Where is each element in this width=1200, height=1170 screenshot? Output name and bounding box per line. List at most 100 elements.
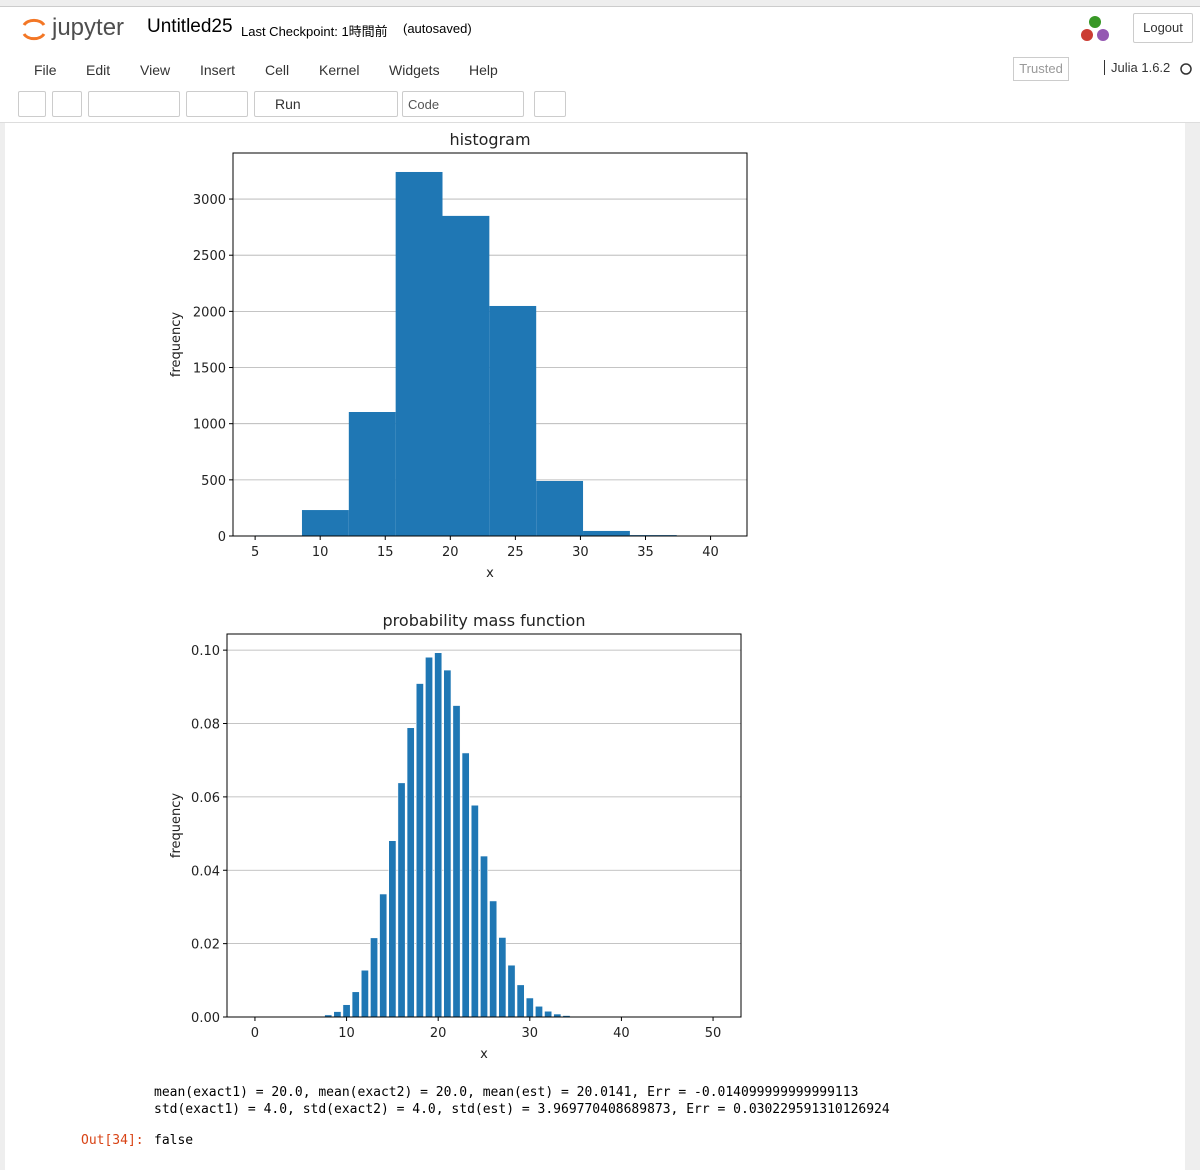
y-tick-label: 0.06 <box>191 791 220 806</box>
y-tick-label: 3000 <box>193 193 226 208</box>
x-tick-label: 20 <box>430 1026 447 1041</box>
x-tick-label: 30 <box>522 1026 539 1041</box>
x-tick-label: 20 <box>442 545 459 560</box>
bar <box>333 1011 342 1018</box>
y-tick-label: 0 <box>218 530 226 545</box>
menubar: Trusted Julia 1.6.2 File Edit View Insert Ce… <box>0 52 1200 88</box>
x-tick-label: 25 <box>507 545 524 560</box>
chart-title: histogram <box>449 130 530 149</box>
bar <box>415 683 424 1018</box>
y-tick-label: 0.00 <box>191 1011 220 1026</box>
x-tick-label: 30 <box>572 545 589 560</box>
bar <box>535 1005 543 1018</box>
bar <box>425 656 433 1018</box>
bar <box>351 991 360 1018</box>
y-tick-label: 0.08 <box>191 718 220 733</box>
bar <box>388 840 397 1018</box>
menu-item[interactable]: Edit <box>86 62 111 78</box>
chart: 0 500 1000 1500 2000 2500 3000 5 10 15 20 25 30 35 40 h… <box>169 130 748 581</box>
bar <box>348 412 396 536</box>
menu-item[interactable]: Help <box>469 62 498 78</box>
y-tick-label: 0.10 <box>191 644 220 659</box>
autosaved: (autosaved) <box>403 21 472 36</box>
keyboard-button[interactable] <box>534 91 566 117</box>
bar <box>379 893 388 1018</box>
bar <box>516 984 525 1018</box>
kernel-status <box>1180 63 1192 75</box>
cell-type-select[interactable]: Code <box>402 91 524 117</box>
x-axis-label: x <box>486 566 494 581</box>
kernel-name: Julia 1.6.2 <box>1104 60 1170 75</box>
menu-item[interactable]: File <box>34 62 57 78</box>
bar <box>544 1010 553 1018</box>
edit-buttons[interactable] <box>88 91 180 117</box>
y-tick-label: 2000 <box>193 305 226 320</box>
bar <box>507 964 516 1018</box>
x-tick-label: 35 <box>637 545 654 560</box>
y-tick-label: 0.02 <box>191 938 220 953</box>
y-axis-label: frequency <box>169 312 184 378</box>
y-tick-label: 0.04 <box>191 864 220 879</box>
x-tick-label: 40 <box>613 1026 630 1041</box>
x-tick-label: 40 <box>702 545 719 560</box>
menu-item[interactable]: Insert <box>200 62 236 78</box>
stdout-line: mean(exact1) = 20.0, mean(exact2) = 20.0… <box>154 1085 859 1100</box>
bar <box>452 705 461 1018</box>
kernel-logo <box>1081 16 1109 41</box>
move-buttons[interactable] <box>186 91 248 117</box>
bar <box>434 652 443 1018</box>
bar <box>442 215 490 536</box>
bar <box>489 900 498 1018</box>
chart: 0.00 0.02 0.04 0.06 0.08 0.10 0 10 20 30 40 50 proba… <box>169 611 742 1062</box>
y-tick-label: 2500 <box>193 249 226 264</box>
x-tick-label: 10 <box>338 1026 355 1041</box>
bar <box>370 937 379 1018</box>
out-result: false <box>154 1133 194 1148</box>
logo-icon <box>22 18 46 41</box>
y-tick-label: 500 <box>201 474 226 489</box>
axes-frame <box>232 152 748 537</box>
menu-item[interactable]: Cell <box>265 62 290 78</box>
bar <box>489 305 537 536</box>
bar <box>342 1004 351 1018</box>
run-buttons[interactable]: Run <box>254 91 398 117</box>
axes-frame <box>226 633 742 1018</box>
bar <box>406 727 415 1018</box>
bar <box>470 804 479 1018</box>
bar <box>301 510 349 536</box>
notebook: 0 500 1000 1500 2000 2500 3000 5 10 15 20 25 30 35 40 h… <box>5 123 1185 1170</box>
menu-item[interactable]: View <box>140 62 171 78</box>
menu-item[interactable]: Widgets <box>389 62 440 78</box>
notebook-name[interactable]: Untitled25 <box>147 16 233 37</box>
trusted[interactable]: Trusted <box>1013 57 1069 81</box>
bar <box>443 669 452 1018</box>
chart-title: probability mass function <box>383 611 586 630</box>
bar <box>525 997 534 1018</box>
x-tick-label: 50 <box>705 1026 722 1041</box>
bar <box>480 855 488 1018</box>
x-axis-label: x <box>480 1047 488 1062</box>
bar <box>461 752 470 1018</box>
bar <box>536 480 584 536</box>
bar <box>360 969 369 1018</box>
header: jupyter Untitled25 Last Checkpoint: 1時間前… <box>0 6 1200 53</box>
run-label[interactable]: Run <box>275 96 301 112</box>
x-tick-label: 5 <box>251 545 259 560</box>
add-button[interactable] <box>52 91 82 117</box>
y-tick-label: 1000 <box>193 418 226 433</box>
menu-item[interactable]: Kernel <box>319 62 360 78</box>
stdout-line: std(exact1) = 4.0, std(exact2) = 4.0, st… <box>154 1102 890 1117</box>
logo-text[interactable]: jupyter <box>52 14 125 41</box>
bar <box>583 530 630 536</box>
y-tick-label: 1500 <box>193 362 226 377</box>
out-prompt: Out[34]: <box>81 1133 144 1148</box>
checkpoint: Last Checkpoint: 1時間前 <box>241 24 388 39</box>
bar <box>397 782 406 1018</box>
y-axis-label: frequency <box>169 793 184 859</box>
x-tick-label: 10 <box>312 545 329 560</box>
logout-button[interactable]: Logout <box>1133 13 1193 43</box>
save-button[interactable] <box>18 91 46 117</box>
bar <box>395 171 443 537</box>
x-tick-label: 0 <box>251 1026 259 1041</box>
